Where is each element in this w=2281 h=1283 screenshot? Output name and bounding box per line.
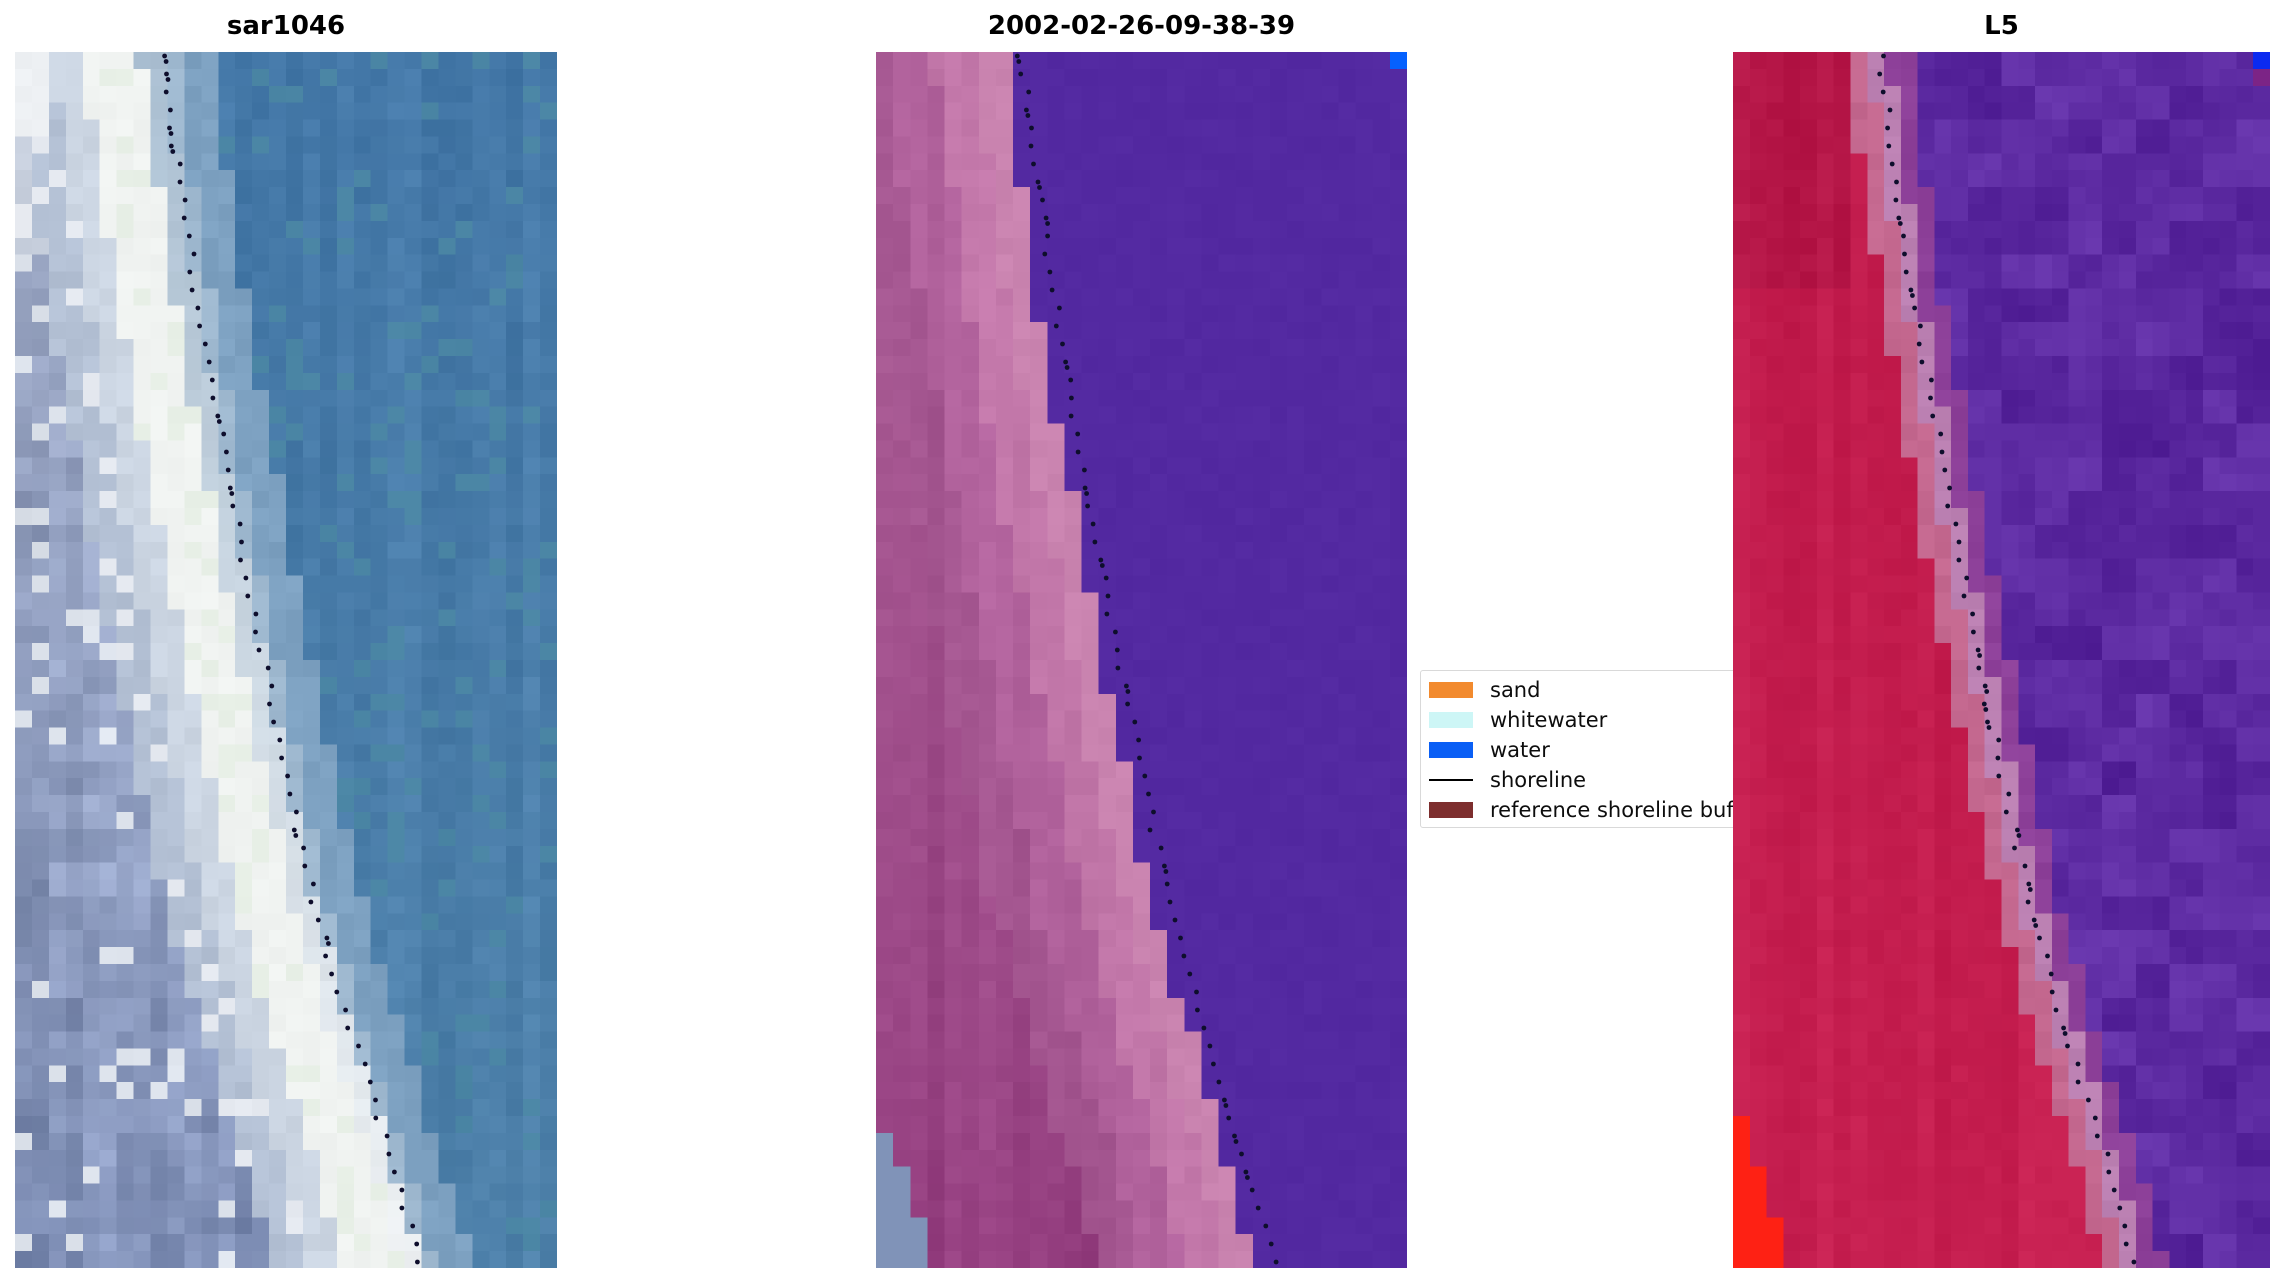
reference-buffer-swatch bbox=[1429, 802, 1473, 818]
legend-item-reference-shoreline-buffer: reference shoreline buffer bbox=[1429, 795, 1831, 825]
sar-image-panel bbox=[15, 52, 557, 1268]
legend-label: sand bbox=[1490, 678, 1541, 702]
shoreline-dots bbox=[1014, 53, 1279, 1265]
satellite-image bbox=[15, 52, 557, 1268]
whitewater-swatch bbox=[1429, 712, 1473, 728]
legend-item-shoreline: shoreline bbox=[1429, 765, 1831, 795]
legend-label: reference shoreline buffer bbox=[1490, 798, 1763, 822]
l5-image-panel bbox=[1733, 52, 2270, 1268]
panel-title-date: 2002-02-26-09-38-39 bbox=[987, 11, 1296, 41]
legend-item-water: water bbox=[1429, 735, 1831, 765]
legend-label: shoreline bbox=[1490, 768, 1587, 792]
panel-title-l5: L5 bbox=[1984, 11, 2019, 41]
satellite-image bbox=[1733, 52, 2270, 1268]
shoreline-dots bbox=[162, 53, 420, 1265]
shoreline-line-swatch bbox=[1429, 779, 1473, 781]
shoreline-dots bbox=[1877, 53, 2137, 1265]
legend-label: whitewater bbox=[1490, 708, 1608, 732]
legend-item-whitewater: whitewater bbox=[1429, 705, 1831, 735]
satellite-image bbox=[876, 52, 1407, 1268]
legend-label: water bbox=[1490, 738, 1550, 762]
panel-title-sar: sar1046 bbox=[226, 11, 346, 41]
classified-image-panel bbox=[876, 52, 1407, 1268]
sand-swatch bbox=[1429, 682, 1473, 698]
water-swatch bbox=[1429, 742, 1473, 758]
legend-item-sand: sand bbox=[1429, 675, 1831, 705]
